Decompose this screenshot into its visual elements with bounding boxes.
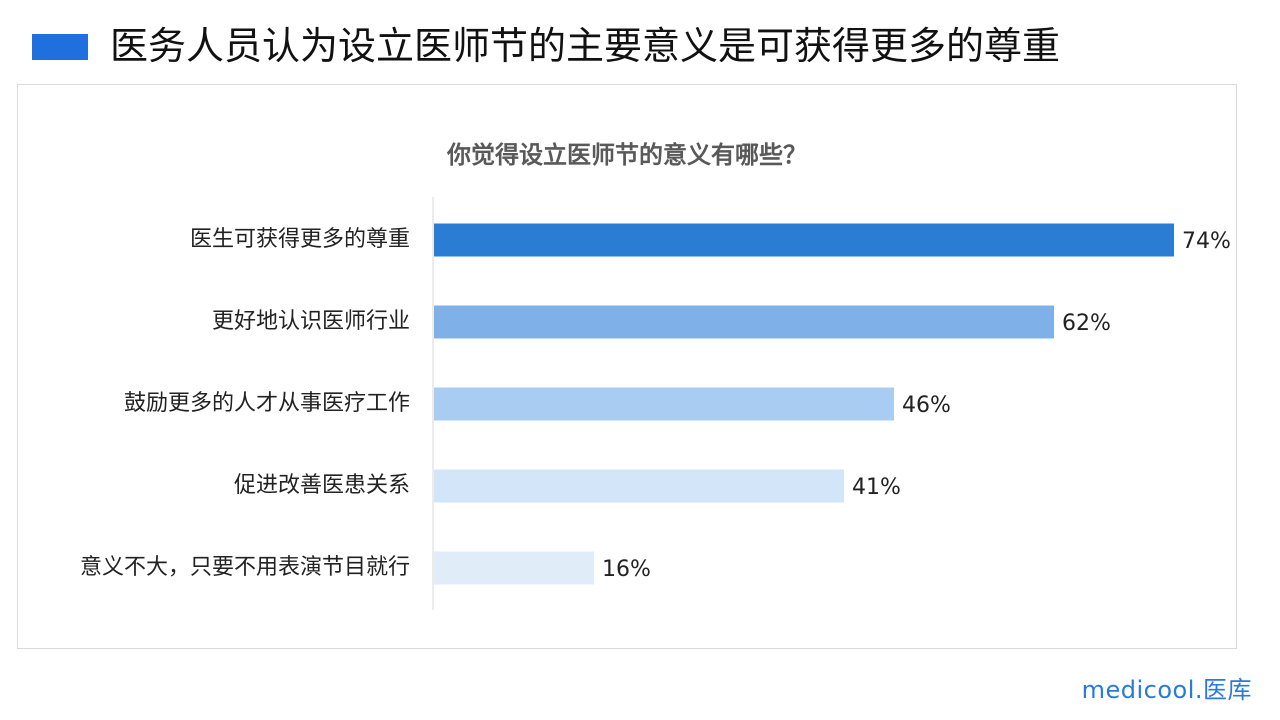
medicool-logo: medicool.医库 — [1081, 676, 1252, 704]
category-label: 鼓励更多的人才从事医疗工作 — [123, 391, 410, 416]
page-title: 医务人员认为设立医师节的主要意义是可获得更多的尊重 — [110, 24, 1061, 68]
chart-title: 你觉得设立医师节的意义有哪些？ — [447, 141, 807, 169]
data-label: 46% — [902, 393, 951, 418]
bar-chart: 74% 62% 46% 41% 16% — [432, 197, 1231, 610]
bar — [434, 551, 594, 585]
data-label: 74% — [1182, 229, 1231, 254]
bar — [434, 387, 894, 421]
chart-frame: 你觉得设立医师节的意义有哪些？ 74% 62% 46% 41% 16% 医生可获得更多的… — [17, 84, 1237, 649]
category-label: 更好地认识医师行业 — [211, 309, 410, 334]
data-label: 16% — [602, 557, 651, 582]
data-label: 62% — [1062, 311, 1111, 336]
bar — [434, 305, 1054, 339]
bar — [434, 469, 844, 503]
title-marker — [32, 34, 88, 60]
category-label: 医生可获得更多的尊重 — [189, 227, 410, 252]
category-label: 促进改善医患关系 — [233, 473, 410, 498]
bar — [434, 223, 1174, 257]
category-label: 意义不大，只要不用表演节目就行 — [79, 555, 410, 580]
data-label: 41% — [852, 475, 901, 500]
